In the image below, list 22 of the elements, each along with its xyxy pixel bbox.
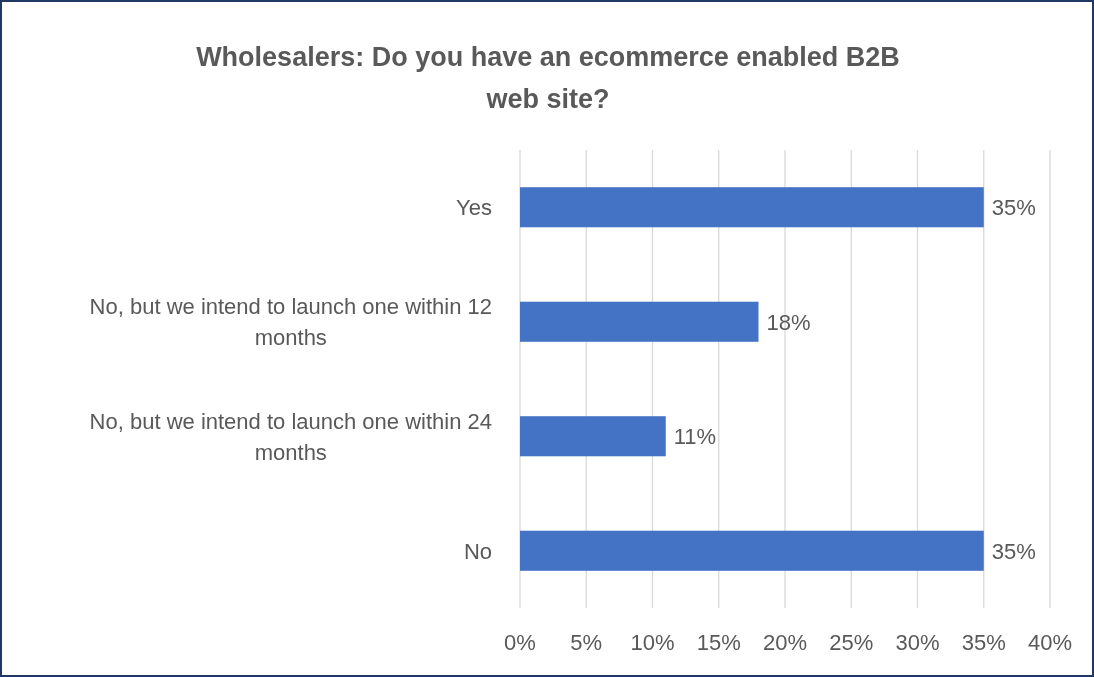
x-tick-label: 25% — [829, 630, 874, 655]
bar — [520, 301, 759, 342]
x-tick-label: 0% — [504, 630, 536, 655]
data-label: 35% — [991, 195, 1036, 221]
x-tick-label: 5% — [570, 630, 603, 655]
bar — [520, 416, 666, 457]
x-tick-label: 20% — [762, 630, 808, 655]
bar — [520, 530, 984, 571]
y-tick-label: No, but we intend to launch one within 12 months — [89, 294, 492, 351]
y-tick-label: No — [463, 538, 492, 564]
bar — [520, 187, 984, 228]
y-tick-label: Yes — [456, 195, 492, 221]
x-tick-label: 35% — [961, 630, 1006, 655]
x-tick-label: 40% — [1027, 630, 1073, 655]
data-label: 11% — [673, 424, 717, 450]
x-tick-label: 30% — [895, 630, 940, 655]
y-tick-label: No, but we intend to launch one within 24 months — [89, 408, 492, 465]
data-label: 35% — [991, 538, 1036, 564]
x-tick-label: 10% — [630, 630, 675, 655]
chart-title: Wholesalers: Do you have an ecommerce enabled B2B web site? — [196, 42, 900, 114]
x-tick-label: 15% — [696, 630, 741, 655]
data-label: 18% — [766, 309, 811, 335]
